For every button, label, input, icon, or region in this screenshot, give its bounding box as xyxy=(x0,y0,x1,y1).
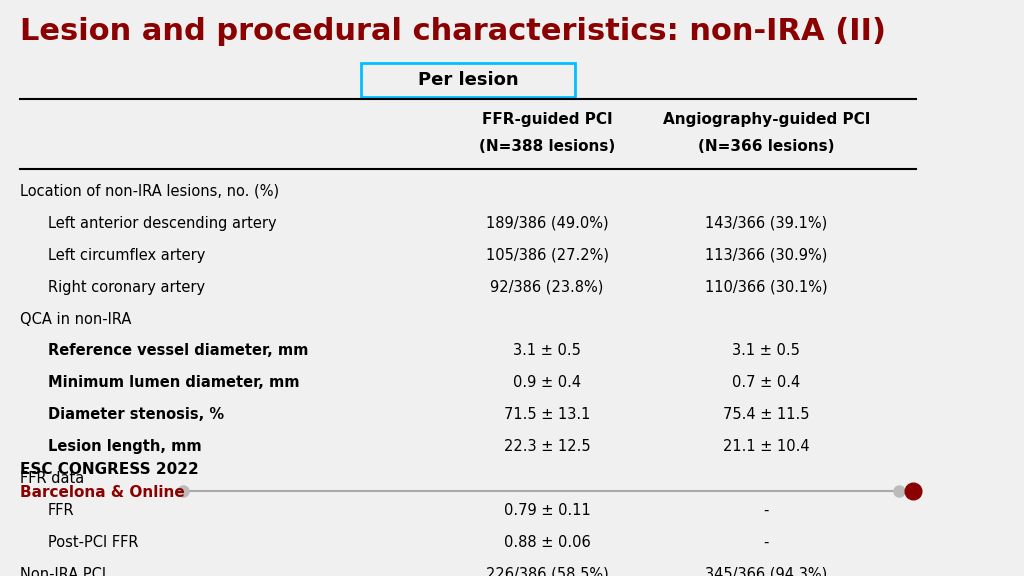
Text: 71.5 ± 13.1: 71.5 ± 13.1 xyxy=(504,407,591,422)
Text: 189/386 (49.0%): 189/386 (49.0%) xyxy=(485,216,608,231)
Text: QCA in non-IRA: QCA in non-IRA xyxy=(20,312,131,327)
Text: 110/366 (30.1%): 110/366 (30.1%) xyxy=(706,279,827,295)
Text: Lesion length, mm: Lesion length, mm xyxy=(48,439,202,454)
Text: Minimum lumen diameter, mm: Minimum lumen diameter, mm xyxy=(48,376,300,391)
Text: 0.79 ± 0.11: 0.79 ± 0.11 xyxy=(504,503,591,518)
Text: FFR: FFR xyxy=(48,503,75,518)
Text: Left circumflex artery: Left circumflex artery xyxy=(48,248,206,263)
Text: 113/366 (30.9%): 113/366 (30.9%) xyxy=(706,248,827,263)
Text: Lesion and procedural characteristics: non-IRA (II): Lesion and procedural characteristics: n… xyxy=(20,17,886,46)
Text: Reference vessel diameter, mm: Reference vessel diameter, mm xyxy=(48,343,308,358)
Text: -: - xyxy=(764,503,769,518)
Text: ESC CONGRESS 2022: ESC CONGRESS 2022 xyxy=(20,462,199,477)
Text: 0.9 ± 0.4: 0.9 ± 0.4 xyxy=(513,376,582,391)
Text: Barcelona & Online: Barcelona & Online xyxy=(20,485,184,501)
FancyBboxPatch shape xyxy=(360,63,575,97)
Text: Diameter stenosis, %: Diameter stenosis, % xyxy=(48,407,224,422)
Text: FFR data: FFR data xyxy=(20,471,84,486)
Text: (N=388 lesions): (N=388 lesions) xyxy=(479,139,615,154)
Text: Right coronary artery: Right coronary artery xyxy=(48,279,205,295)
Text: 143/366 (39.1%): 143/366 (39.1%) xyxy=(706,216,827,231)
Text: Left anterior descending artery: Left anterior descending artery xyxy=(48,216,276,231)
Text: -: - xyxy=(764,535,769,550)
Text: 105/386 (27.2%): 105/386 (27.2%) xyxy=(485,248,608,263)
Text: Post-PCI FFR: Post-PCI FFR xyxy=(48,535,138,550)
Text: Location of non-IRA lesions, no. (%): Location of non-IRA lesions, no. (%) xyxy=(20,184,280,199)
Text: 21.1 ± 10.4: 21.1 ± 10.4 xyxy=(723,439,810,454)
Text: 0.88 ± 0.06: 0.88 ± 0.06 xyxy=(504,535,591,550)
Text: 75.4 ± 11.5: 75.4 ± 11.5 xyxy=(723,407,810,422)
Text: 3.1 ± 0.5: 3.1 ± 0.5 xyxy=(513,343,581,358)
Text: FFR-guided PCI: FFR-guided PCI xyxy=(482,112,612,127)
Text: 22.3 ± 12.5: 22.3 ± 12.5 xyxy=(504,439,591,454)
Text: (N=366 lesions): (N=366 lesions) xyxy=(698,139,835,154)
Text: Angiography-guided PCI: Angiography-guided PCI xyxy=(663,112,870,127)
Text: 345/366 (94.3%): 345/366 (94.3%) xyxy=(706,567,827,576)
Text: 3.1 ± 0.5: 3.1 ± 0.5 xyxy=(732,343,801,358)
Text: Non-IRA PCI: Non-IRA PCI xyxy=(20,567,106,576)
Text: 0.7 ± 0.4: 0.7 ± 0.4 xyxy=(732,376,801,391)
Text: Per lesion: Per lesion xyxy=(418,71,518,89)
Text: 92/386 (23.8%): 92/386 (23.8%) xyxy=(490,279,604,295)
Text: 226/386 (58.5%): 226/386 (58.5%) xyxy=(485,567,608,576)
